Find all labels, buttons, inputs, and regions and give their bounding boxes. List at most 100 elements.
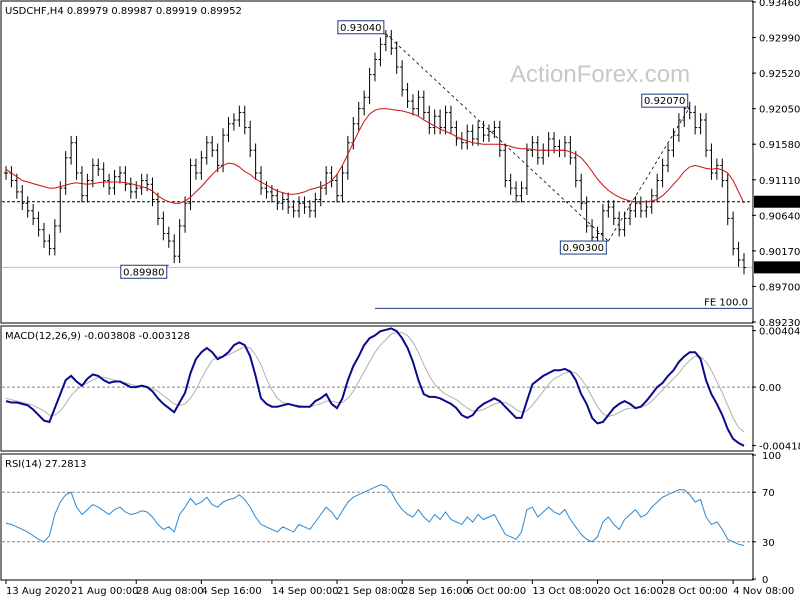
price-bar <box>161 211 166 241</box>
price-bar <box>606 200 611 218</box>
fe-label: FE 100.0 <box>704 297 748 308</box>
price-bar <box>405 82 410 108</box>
price-header: USDCHF,H4 0.89979 0.89987 0.89919 0.8995… <box>5 6 242 17</box>
price-bar <box>698 113 703 135</box>
support-price-label-box <box>754 195 800 208</box>
price-bar <box>107 173 112 195</box>
rsi-line <box>5 484 745 546</box>
price-bar <box>638 196 643 218</box>
macd-label: MACD(12,26,9) -0.003808 -0.003128 <box>5 331 190 342</box>
price-bar <box>676 113 681 142</box>
x-tick-label: 13 Aug 2020 <box>6 586 70 597</box>
price-bar <box>193 158 198 180</box>
x-tick-label: 14 Sep 00:00 <box>272 586 339 597</box>
price-bar <box>438 109 443 135</box>
price-y-tick-label: 0.91110 <box>759 176 800 187</box>
price-bar <box>150 177 155 207</box>
current-price-label-box <box>754 261 800 274</box>
price-bar <box>421 90 426 120</box>
price-bar <box>362 90 367 116</box>
price-bar <box>58 181 63 233</box>
price-bar <box>378 37 383 67</box>
price-bar <box>704 113 709 158</box>
x-tick-label: 20 Oct 16:00 <box>597 586 662 597</box>
price-bar <box>264 181 269 199</box>
price-bar <box>720 158 725 188</box>
price-bar <box>389 29 394 55</box>
price-bar <box>85 173 90 203</box>
price-bar <box>297 196 302 218</box>
price-bar <box>79 166 84 203</box>
swing-connector <box>385 33 609 242</box>
x-tick-label: 4 Nov 08:00 <box>733 586 794 597</box>
price-bar <box>204 135 209 165</box>
macd-plot <box>2 327 752 447</box>
price-bar <box>25 196 30 218</box>
price-bar <box>573 151 578 188</box>
price-bar <box>410 94 415 116</box>
x-tick-label: 6 Oct 00:00 <box>467 586 526 597</box>
price-bar <box>693 105 698 135</box>
macd-panel-frame <box>0 325 754 452</box>
x-tick-label: 21 Aug 00:00 <box>71 586 138 597</box>
annotation-label: 0.92070 <box>644 96 685 107</box>
price-bar <box>248 120 253 158</box>
price-bar <box>155 192 160 226</box>
current-price-label-text: 0.89952 <box>757 263 798 274</box>
price-y-tick-label: 0.89230 <box>759 318 800 329</box>
price-bar <box>231 113 236 131</box>
price-bar <box>660 158 665 188</box>
price-bar <box>177 219 182 263</box>
price-bar <box>568 135 573 165</box>
price-y-tick-label: 0.89700 <box>759 282 800 293</box>
price-bar <box>63 151 68 195</box>
x-tick-label: 28 Sep 16:00 <box>402 586 469 597</box>
price-bar <box>215 143 220 173</box>
macd-y-tick-label: 0.00404 <box>759 327 800 338</box>
price-bar <box>345 135 350 180</box>
annotation-label: 0.93040 <box>340 23 381 34</box>
rsi-y-tick-label: 0 <box>762 575 768 586</box>
price-bar <box>714 158 719 180</box>
price-bar <box>736 241 741 267</box>
price-bar <box>465 124 470 150</box>
price-bar <box>199 151 204 180</box>
price-bar <box>519 181 524 203</box>
moving-average-line <box>5 108 745 204</box>
price-bar <box>31 203 36 226</box>
price-bar <box>14 173 19 199</box>
swing-connector <box>607 106 691 242</box>
price-bar <box>275 188 280 211</box>
rsi-plot <box>2 484 752 546</box>
price-bar <box>226 116 231 142</box>
price-plot: FE 100.0 0.93040 0.89980 0.90300 0.92070 <box>2 20 752 309</box>
price-bar <box>101 162 106 188</box>
price-bar <box>508 173 513 195</box>
price-bar <box>307 200 312 218</box>
price-bar <box>128 177 133 199</box>
price-bar <box>742 253 746 275</box>
price-bar <box>622 211 627 237</box>
axes: 0.93460 0.92990 0.92520 0.92050 0.91580 0.911… <box>5 0 800 597</box>
annotation-box <box>337 20 385 35</box>
price-bar <box>454 120 459 146</box>
price-bar <box>139 173 144 195</box>
price-bar <box>400 60 405 97</box>
price-bar <box>210 135 215 158</box>
price-bar <box>497 120 502 158</box>
price-bar <box>291 200 296 218</box>
price-bar <box>655 173 660 203</box>
price-bar <box>671 128 676 158</box>
price-bar <box>394 41 399 74</box>
price-bar <box>47 234 52 256</box>
price-bar <box>633 196 638 218</box>
price-y-tick-label: 0.93460 <box>759 0 800 9</box>
price-bar <box>4 166 8 180</box>
x-tick-label: 28 Oct 00:00 <box>663 586 728 597</box>
price-bar <box>166 226 171 248</box>
price-bar <box>514 181 519 203</box>
price-bar <box>302 196 307 214</box>
price-bar <box>486 124 491 142</box>
